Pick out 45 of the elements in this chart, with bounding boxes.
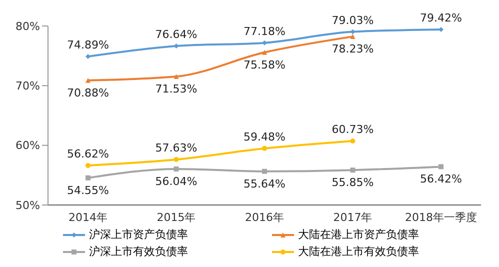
point xyxy=(262,146,267,151)
point xyxy=(438,164,444,170)
data-label: 59.48% xyxy=(244,130,286,144)
data-label: 70.88% xyxy=(67,86,109,100)
point xyxy=(262,168,267,174)
y-tick-label: 60% xyxy=(16,139,40,152)
x-tick-label: 2017年 xyxy=(333,210,372,224)
x-tick-label: 2016年 xyxy=(245,210,284,224)
legend-label: 沪深上市资产负债率 xyxy=(89,227,188,242)
data-label: 78.23% xyxy=(332,42,374,56)
data-label: 71.53% xyxy=(155,82,198,96)
point xyxy=(86,175,90,180)
legend-label: 大陆在港上市资产负债率 xyxy=(298,227,419,242)
data-label: 77.18% xyxy=(244,24,286,38)
point xyxy=(350,168,356,173)
point xyxy=(174,156,179,162)
legend-label: 大陆在港上市有效负债率 xyxy=(298,244,419,259)
point xyxy=(262,50,267,55)
data-label: 55.64% xyxy=(244,177,286,190)
x-tick-label: 2015年 xyxy=(156,210,196,224)
data-label: 56.04% xyxy=(155,174,198,188)
data-label: 56.42% xyxy=(420,172,462,186)
point xyxy=(174,74,179,80)
data-label: 75.58% xyxy=(244,58,286,72)
point xyxy=(86,54,90,59)
x-tick-label: 2014年 xyxy=(68,210,108,224)
y-tick-label: 50% xyxy=(16,198,40,212)
point xyxy=(86,78,90,83)
y-tick-label: 80% xyxy=(16,20,40,33)
y-tick-label: 70% xyxy=(16,80,40,93)
point xyxy=(86,163,90,168)
point xyxy=(350,138,356,144)
data-label: 54.55% xyxy=(67,184,109,197)
data-label: 57.63% xyxy=(155,141,198,154)
point xyxy=(350,34,356,40)
x-tick-label: 2018年一季度 xyxy=(405,210,477,224)
data-label: 55.85% xyxy=(332,176,374,190)
data-label: 60.73% xyxy=(332,122,374,136)
data-label: 56.62% xyxy=(67,148,109,160)
data-label: 79.42% xyxy=(420,11,462,24)
data-label: 79.03% xyxy=(332,14,374,27)
data-label: 76.64% xyxy=(155,28,198,42)
point xyxy=(174,166,179,172)
data-label: 74.89% xyxy=(67,38,109,52)
legend-label: 沪深上市有效负债率 xyxy=(89,244,188,259)
